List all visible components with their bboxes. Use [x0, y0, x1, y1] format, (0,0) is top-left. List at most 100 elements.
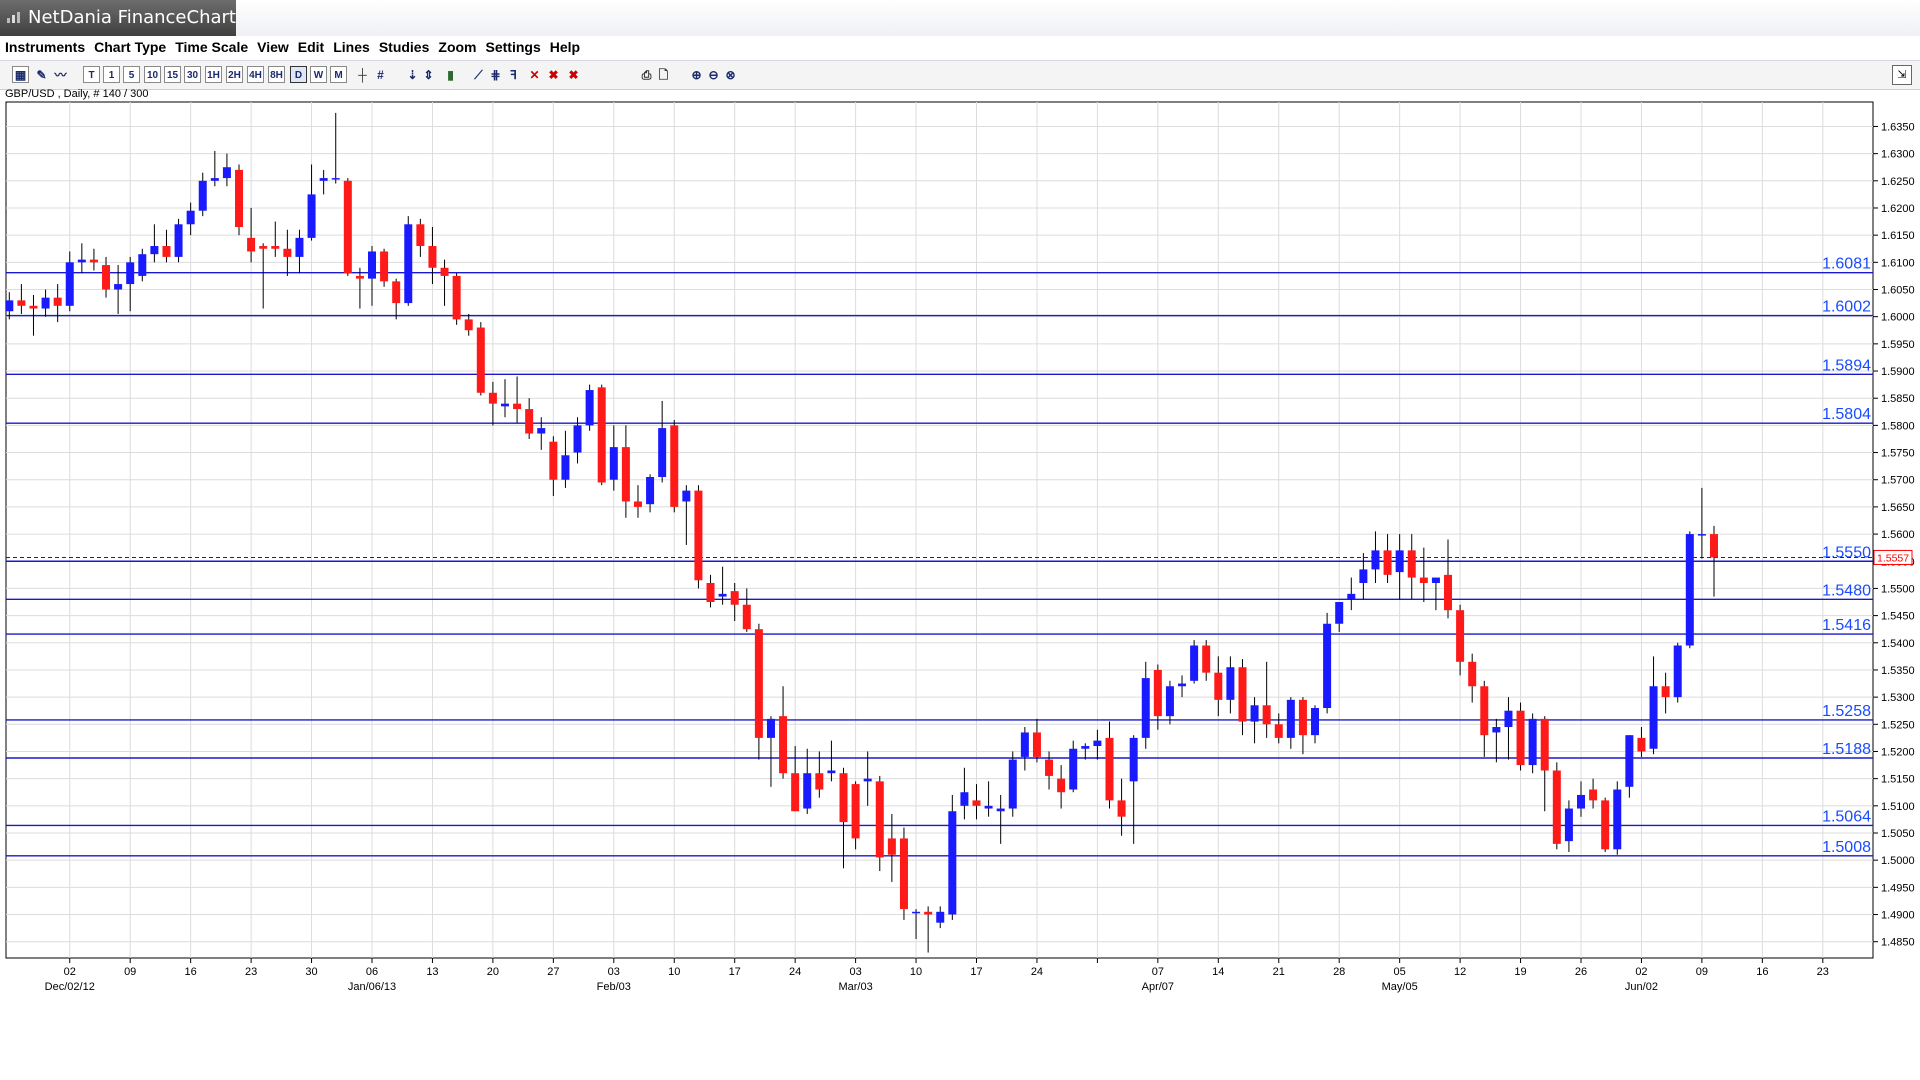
- candle-body-up: [138, 254, 147, 276]
- timescale-button-w[interactable]: W: [310, 66, 327, 83]
- y-tick-label: 1.6200: [1881, 203, 1915, 215]
- candlestick: [1057, 765, 1066, 809]
- timescale-button-5[interactable]: 5: [123, 66, 140, 83]
- candlestick: [1468, 653, 1477, 703]
- candlestick: [1045, 751, 1054, 790]
- candle-body-up: [682, 490, 691, 502]
- candle-body-down: [392, 281, 401, 304]
- candlestick: [549, 436, 558, 497]
- candle-body-up: [368, 251, 376, 279]
- fibonacci-icon[interactable]: ꟻ: [510, 68, 517, 82]
- candlestick: [1613, 781, 1622, 855]
- window-tab[interactable]: NetDania FinanceChart: [0, 0, 236, 36]
- channel-icon[interactable]: ⋕: [490, 68, 501, 82]
- delete-icon[interactable]: ✖: [548, 68, 559, 82]
- y-tick-label: 1.5300: [1881, 692, 1915, 704]
- candlestick: [887, 813, 896, 882]
- menu-help[interactable]: Help: [549, 39, 581, 55]
- x-tick-label: 16: [1756, 966, 1768, 978]
- candle-body-up: [150, 246, 159, 255]
- arrow-icon[interactable]: ⇣: [407, 68, 418, 82]
- timescale-button-m[interactable]: M: [330, 66, 347, 83]
- candlestick: [416, 218, 425, 257]
- candlestick: [513, 376, 522, 423]
- timescale-button-8h[interactable]: 8H: [268, 66, 285, 83]
- menu-zoom[interactable]: Zoom: [438, 39, 477, 55]
- candlestick: [1190, 640, 1199, 684]
- drawing-icon[interactable]: ✎: [36, 68, 47, 82]
- candle-body-down: [1262, 705, 1271, 725]
- cursor-icon[interactable]: ⇕: [423, 68, 434, 82]
- zoom-reset-icon[interactable]: ⊗: [725, 68, 736, 82]
- x-tick-label: 24: [789, 966, 801, 978]
- candle-body-down: [476, 327, 485, 393]
- timescale-button-10[interactable]: 10: [144, 66, 161, 83]
- candle-body-down: [851, 784, 860, 839]
- print-preview-icon[interactable]: 🗋: [658, 68, 669, 82]
- candlestick: [1601, 797, 1610, 853]
- zoom-out-icon[interactable]: ⊖: [708, 68, 719, 82]
- timescale-button-t[interactable]: T: [83, 66, 100, 83]
- candle-body-down: [706, 582, 715, 603]
- candle-body-down: [1214, 672, 1223, 700]
- candlestick: [53, 284, 62, 323]
- x-tick-label: 03: [849, 966, 861, 978]
- menu-studies[interactable]: Studies: [378, 39, 430, 55]
- menu-view[interactable]: View: [257, 39, 289, 55]
- x-date-label: Jun/02: [1625, 981, 1658, 993]
- candle-body-up: [319, 178, 328, 181]
- candle-body-down: [525, 409, 534, 434]
- title-bar: NetDania FinanceChart: [0, 0, 1920, 37]
- candlestick: [1298, 697, 1307, 755]
- print-icon[interactable]: ⎙: [641, 68, 652, 82]
- timescale-button-4h[interactable]: 4H: [247, 66, 264, 83]
- timescale-button-2h[interactable]: 2H: [226, 66, 243, 83]
- candlestick: [222, 153, 231, 187]
- chart-mode-icon[interactable]: ▦: [12, 66, 29, 83]
- grid-icon[interactable]: #: [377, 68, 384, 82]
- delete-line-icon[interactable]: ✕: [529, 68, 540, 82]
- candle-body-up: [1673, 645, 1682, 698]
- menu-instruments[interactable]: Instruments: [5, 39, 86, 55]
- candlestick: [1444, 539, 1453, 619]
- candlestick: [851, 781, 860, 850]
- candle-body-up: [1250, 705, 1259, 722]
- timescale-button-30[interactable]: 30: [184, 66, 201, 83]
- candlestick: [658, 400, 667, 483]
- candle-body-up: [1020, 732, 1029, 757]
- candle-body-up: [222, 167, 231, 179]
- candlestick: [89, 248, 98, 271]
- x-tick-label: 17: [729, 966, 741, 978]
- candlestick: [924, 906, 933, 953]
- candlestick: [1141, 661, 1150, 749]
- menu-time-scale[interactable]: Time Scale: [175, 39, 249, 55]
- x-tick-label: 17: [970, 966, 982, 978]
- candle-body-up: [198, 180, 207, 211]
- timescale-button-d[interactable]: D: [290, 66, 307, 83]
- candle-body-up: [1577, 794, 1585, 809]
- menu-chart-type[interactable]: Chart Type: [94, 39, 167, 55]
- menu-lines[interactable]: Lines: [333, 39, 370, 55]
- timescale-button-1[interactable]: 1: [103, 66, 120, 83]
- candlestick: [633, 485, 642, 518]
- crosshair-icon[interactable]: ┼: [358, 68, 367, 82]
- candle-body-up: [1359, 569, 1368, 583]
- x-tick-label: 02: [1635, 966, 1647, 978]
- candle-body-up: [863, 778, 872, 782]
- delete-all-icon[interactable]: ✖: [568, 68, 579, 82]
- zoom-in-icon[interactable]: ⊕: [691, 68, 702, 82]
- timescale-button-15[interactable]: 15: [164, 66, 181, 83]
- candle-body-up: [65, 262, 74, 306]
- candle-body-down: [428, 246, 437, 268]
- maximize-icon[interactable]: ⇲: [1892, 65, 1912, 85]
- menu-edit[interactable]: Edit: [297, 39, 325, 55]
- line-icon[interactable]: 〰: [54, 68, 67, 82]
- menu-settings[interactable]: Settings: [485, 39, 541, 55]
- volume-icon[interactable]: ▮: [447, 68, 454, 82]
- candlestick: [29, 294, 38, 336]
- y-tick-label: 1.5100: [1881, 801, 1915, 813]
- trendline-icon[interactable]: ⟋: [474, 68, 483, 82]
- timescale-button-1h[interactable]: 1H: [205, 66, 222, 83]
- candlestick: [1238, 659, 1247, 736]
